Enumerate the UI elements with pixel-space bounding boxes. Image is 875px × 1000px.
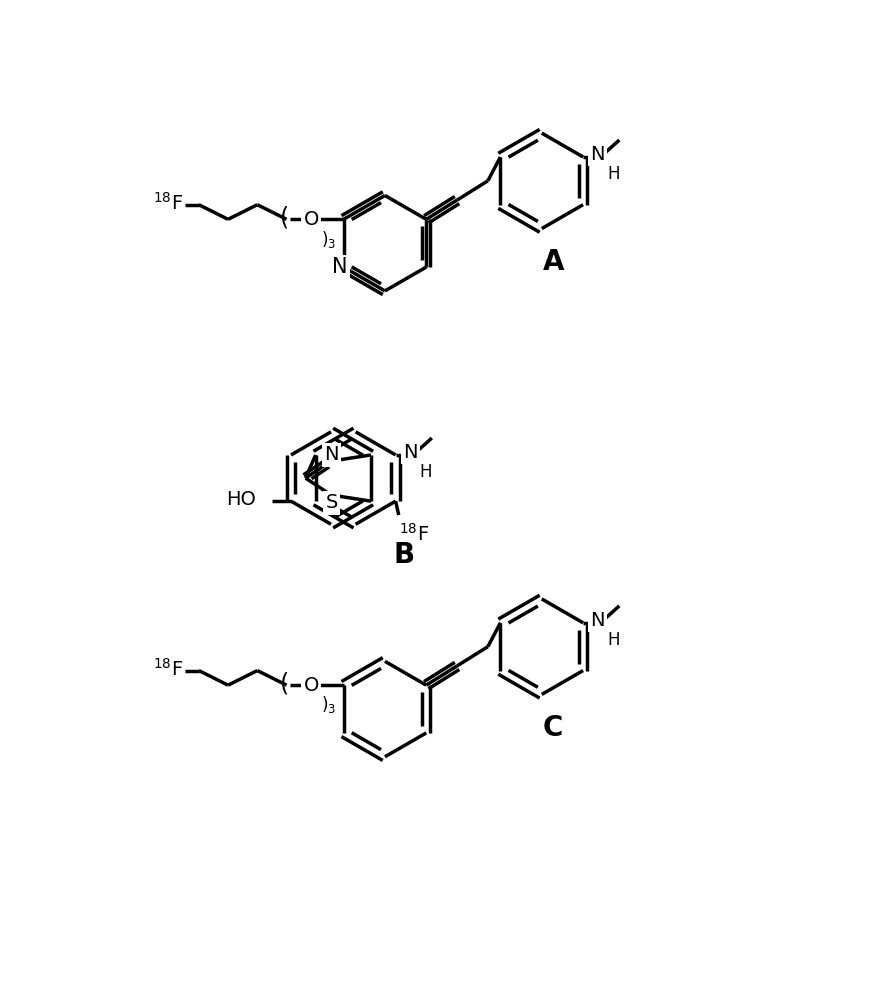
- Text: N: N: [403, 443, 417, 462]
- Text: H: H: [607, 165, 620, 183]
- Text: N: N: [332, 257, 347, 277]
- Text: $^{18}$F: $^{18}$F: [153, 658, 184, 680]
- Text: )$_3$: )$_3$: [321, 229, 336, 250]
- Text: C: C: [543, 714, 564, 742]
- Text: O: O: [304, 676, 318, 695]
- Text: $^{18}$F: $^{18}$F: [153, 192, 184, 214]
- Text: )$_3$: )$_3$: [321, 694, 336, 715]
- Text: N: N: [591, 145, 605, 164]
- Text: O: O: [304, 210, 318, 229]
- Text: B: B: [394, 541, 415, 569]
- Text: $^{18}$F: $^{18}$F: [400, 523, 430, 545]
- Text: H: H: [607, 631, 620, 649]
- Text: H: H: [419, 463, 432, 481]
- Text: A: A: [542, 248, 564, 276]
- Text: HO: HO: [227, 490, 256, 509]
- Text: S: S: [326, 493, 338, 512]
- Text: N: N: [325, 445, 339, 464]
- Text: (: (: [280, 672, 289, 696]
- Text: N: N: [591, 611, 605, 630]
- Text: (: (: [280, 206, 289, 230]
